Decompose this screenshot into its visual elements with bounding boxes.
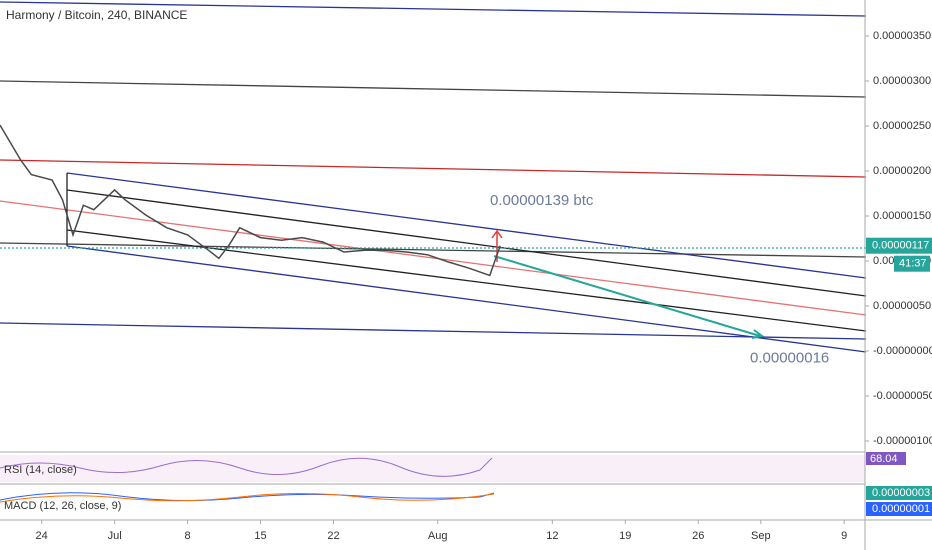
y-tick-label: 0.00000150 — [873, 210, 931, 222]
countdown-box — [894, 255, 930, 272]
macd-value: 0.00000003 — [872, 487, 930, 499]
y-tick-label: 0.00000250 — [873, 120, 931, 132]
y-tick-label: -0.00000050 — [873, 390, 932, 402]
x-tick-label: 9 — [841, 530, 847, 542]
countdown: 41:37 — [899, 258, 927, 270]
y-tick-label: -0.00000000 — [873, 345, 932, 357]
rsi-value-box — [866, 452, 906, 465]
rsi-label: RSI (14, close) — [4, 464, 77, 476]
x-tick-label: 12 — [546, 530, 558, 542]
x-tick-label: 26 — [692, 530, 704, 542]
rsi-value: 68.04 — [870, 453, 898, 465]
y-tick-label: -0.00000100 — [873, 435, 932, 447]
chart-title: Harmony / Bitcoin, 240, BINANCE — [6, 8, 187, 22]
y-tick-label: 0.00000300 — [873, 75, 931, 87]
macd-line — [0, 492, 495, 502]
y-tick-label: 0.00000200 — [873, 165, 931, 177]
rsi-pane — [0, 455, 865, 482]
rsi-line — [0, 457, 493, 477]
x-tick-label: 8 — [185, 530, 191, 542]
price-line — [0, 124, 501, 277]
last-price-label: 0.00000117 — [872, 240, 929, 252]
x-tick-label: 15 — [254, 530, 266, 542]
x-tick-label: Aug — [428, 530, 448, 542]
annotation: 0.00000139 btc — [490, 192, 594, 209]
signal-line — [0, 493, 495, 503]
y-tick-label: 0.00000050 — [873, 300, 931, 312]
macd-value-box — [866, 502, 932, 516]
x-tick-label: 24 — [36, 530, 48, 542]
macd-value-box — [866, 486, 932, 500]
x-tick-label: 22 — [327, 530, 339, 542]
y-tick-label: 0.00000350 — [873, 30, 931, 42]
drawings — [0, 1, 867, 353]
x-tick-label: 19 — [619, 530, 631, 542]
x-tick-label: Jul — [108, 530, 122, 542]
last-price-box — [866, 237, 932, 254]
macd-value: 0.00000001 — [872, 503, 930, 515]
annotation: 0.00000016 — [750, 350, 829, 367]
x-tick-label: Sep — [751, 530, 771, 542]
macd-label: MACD (12, 26, close, 9) — [4, 500, 121, 512]
